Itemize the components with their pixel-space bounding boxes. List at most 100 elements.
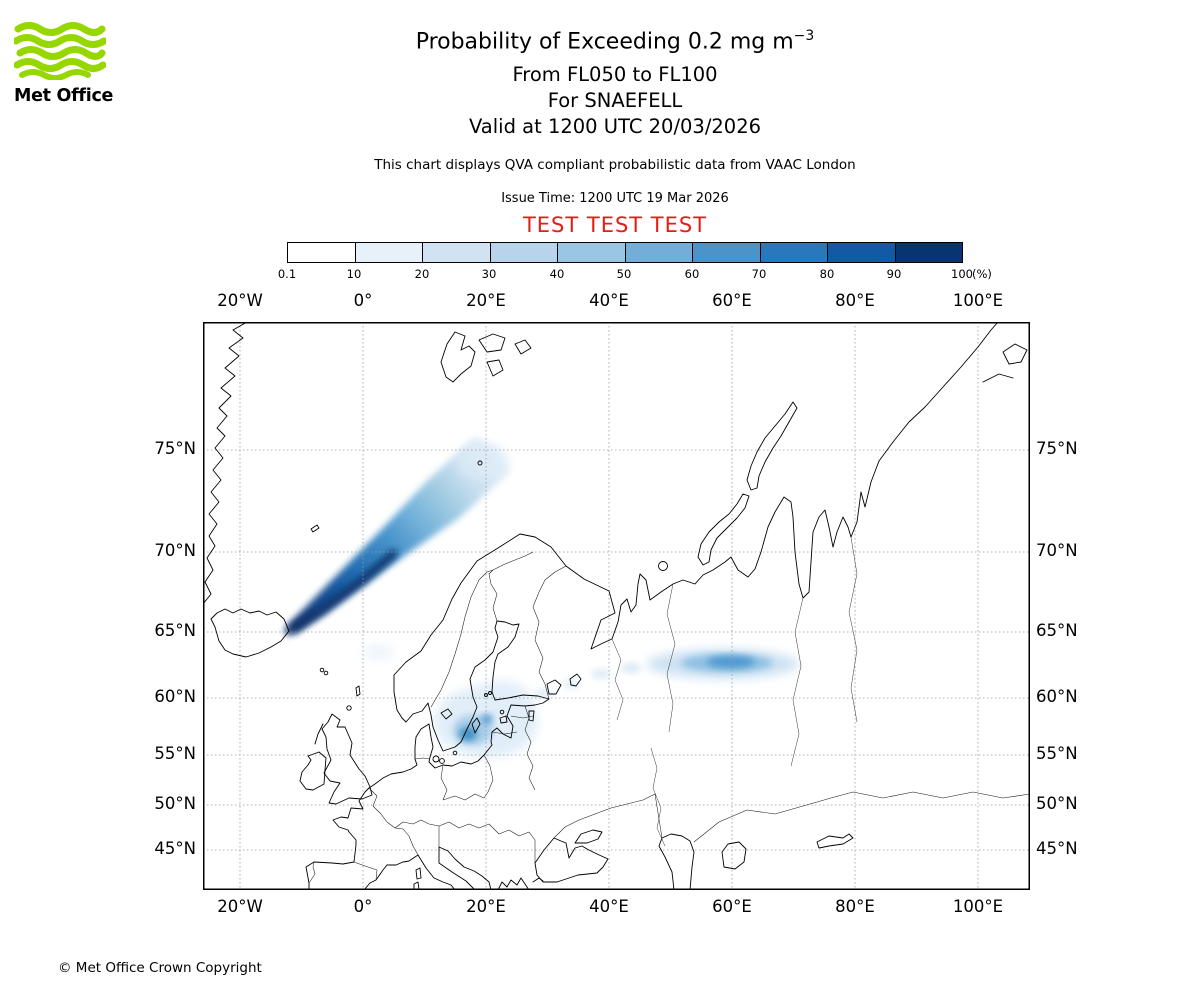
main-ash-plume [287, 436, 510, 634]
colorbar-tick: 100 [951, 267, 973, 281]
kolguyev-island [658, 561, 668, 571]
colorbar-unit: (%) [972, 267, 992, 281]
colorbar-cell [624, 243, 692, 262]
svalbard-spitsbergen [440, 331, 476, 383]
qva-description: This chart displays QVA compliant probab… [374, 157, 856, 173]
adriatic-coast [438, 846, 492, 890]
baltic-ash-core-2 [481, 714, 493, 724]
lon-label-bottom: 60°E [712, 897, 752, 916]
colorbar-cell [489, 243, 557, 262]
hiiumaa [499, 709, 505, 715]
lon-label-top: 0° [353, 291, 373, 310]
aland [488, 691, 492, 695]
great-britain-coast [321, 713, 373, 805]
black-sea-coast [534, 837, 609, 883]
aegean-coast [497, 877, 530, 890]
lon-label-top: 80°E [835, 291, 875, 310]
lake-balkhash [816, 833, 854, 849]
colorbar-tick: 80 [819, 267, 835, 281]
probability-colorbar [287, 242, 963, 263]
lon-label-bottom: 20°W [217, 897, 263, 916]
colorbar-cell [288, 243, 355, 262]
sardinia [413, 881, 420, 890]
colorbar-cell [422, 243, 490, 262]
issue-time: Issue Time: 1200 UTC 19 Mar 2026 [501, 191, 729, 206]
colorbar-tick: 30 [481, 267, 497, 281]
lat-label-right: 55°N [1036, 744, 1078, 763]
ash-trail-dot [621, 663, 641, 673]
volcano-line: For SNAEFELL [547, 89, 683, 112]
map-area [203, 322, 1030, 890]
lat-label-right: 50°N [1036, 794, 1078, 813]
ash-plume-layer [284, 436, 799, 758]
lon-label-top: 100°E [952, 291, 1004, 310]
met-office-logo: Met Office [12, 22, 124, 106]
east-ash-patch-core [707, 656, 755, 668]
svalbard-east-isle [514, 339, 532, 355]
colorbar-tick: 60 [684, 267, 700, 281]
svalbard-edgeoya [486, 359, 504, 377]
lat-label-left: 45°N [154, 839, 196, 858]
lake-ladoga [546, 679, 562, 695]
lon-label-top: 60°E [712, 291, 752, 310]
lon-label-bottom: 100°E [952, 897, 1004, 916]
iceland-coast [210, 608, 290, 658]
met-office-logo-text: Met Office [14, 86, 114, 106]
colorbar-tick: 50 [616, 267, 632, 281]
aral-sea-coast [721, 841, 747, 870]
baltic-ash-core [459, 727, 477, 741]
colorbar-tick: 40 [549, 267, 565, 281]
map-canvas [203, 322, 1030, 890]
lake-vanern [440, 708, 453, 720]
bornholm [452, 750, 458, 756]
orkney [346, 705, 352, 711]
svalbard-nordaustlandet [478, 333, 506, 353]
ireland-coast [299, 751, 327, 791]
river-pechora [666, 583, 676, 733]
shetland [355, 685, 361, 697]
lake-onega [569, 673, 582, 687]
novaya-zemlya-north [746, 401, 798, 491]
page-title-exponent: −3 [793, 28, 815, 44]
met-office-logo-icon [12, 22, 108, 81]
colorbar-cell [557, 243, 625, 262]
lon-label-bottom: 0° [353, 897, 373, 916]
norwegian-sea-faint-ash [362, 644, 394, 660]
baltic-ash-patch-2 [473, 680, 533, 724]
lon-label-bottom: 40°E [589, 897, 629, 916]
colorbar-tick: 70 [751, 267, 767, 281]
lat-label-right: 75°N [1036, 439, 1078, 458]
lon-label-bottom: 20°E [466, 897, 506, 916]
lat-label-right: 70°N [1036, 541, 1078, 560]
lat-label-right: 60°N [1036, 687, 1078, 706]
lat-label-left: 50°N [154, 794, 196, 813]
saaremaa [499, 715, 508, 724]
hebrides [314, 723, 324, 745]
colorbar-cell [354, 243, 422, 262]
gotland [471, 717, 481, 734]
lat-label-left: 60°N [154, 687, 196, 706]
corsica [415, 867, 422, 880]
scandinavia-arctic-coast [393, 322, 999, 723]
ash-trail-dot [533, 689, 553, 699]
caspian-sea-coast [658, 833, 695, 890]
mediterranean-coast-west [363, 854, 456, 890]
ash-plume-core [284, 549, 398, 636]
colorbar-cell [692, 243, 760, 262]
ash-plume-halo [457, 444, 509, 480]
colorbar-tick: 90 [886, 267, 902, 281]
funen [439, 758, 445, 764]
taymyr-islet [982, 373, 1014, 383]
copyright-notice: © Met Office Crown Copyright [58, 960, 262, 976]
zealand [432, 755, 440, 763]
lat-label-left: 75°N [154, 439, 196, 458]
bear-island [477, 460, 483, 466]
graticule [203, 322, 1030, 890]
azov-sea-coast [574, 829, 603, 844]
valid-time-line: Valid at 1200 UTC 20/03/2026 [468, 115, 762, 138]
ash-trail-dot [591, 669, 611, 679]
lat-label-left: 70°N [154, 541, 196, 560]
lat-label-right: 65°N [1036, 621, 1078, 640]
map-frame [203, 322, 1030, 890]
faroe-islands [319, 667, 325, 673]
